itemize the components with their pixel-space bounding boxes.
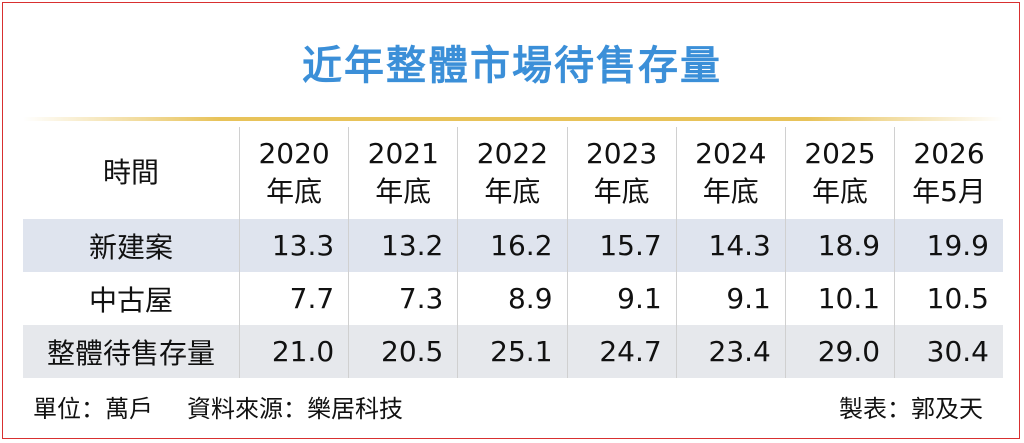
cell: 16.2 — [457, 219, 568, 272]
cell: 29.0 — [784, 325, 895, 378]
table-row: 中古屋 7.7 7.3 8.9 9.1 9.1 10.1 10.5 — [23, 272, 1003, 325]
cell: 15.7 — [566, 219, 677, 272]
footer-left: 單位：萬戶 資料來源：樂居科技 — [33, 389, 403, 424]
header-period: 年底 — [375, 175, 432, 208]
cell: 13.2 — [348, 219, 458, 272]
header-year: 2024 — [695, 137, 767, 170]
header-cell: 2026 年5月 — [894, 127, 1003, 219]
cell: 18.9 — [784, 219, 895, 272]
header-cell: 2025 年底 — [784, 127, 895, 219]
row-label: 中古屋 — [88, 283, 173, 317]
cell: 25.1 — [457, 325, 568, 378]
header-cell: 2021 年底 — [348, 127, 458, 219]
header-year: 2026 — [913, 137, 985, 170]
header-row: 時間 2020 年底 2021 年底 2022 年底 2023 年底 2024 年底 2025 年底 2… — [23, 127, 1003, 219]
header-period: 年底 — [484, 175, 541, 208]
header-year: 2022 — [476, 137, 549, 170]
cell: 20.5 — [348, 325, 458, 378]
divider — [23, 117, 1003, 121]
cell: 7.3 — [348, 272, 458, 325]
header-period: 年底 — [811, 175, 868, 208]
header-period: 年5月 — [912, 175, 986, 208]
cell: 8.9 — [457, 272, 568, 325]
header-label: 時間 — [102, 156, 159, 189]
table: 時間 2020 年底 2021 年底 2022 年底 2023 年底 2024 年底 2025 年底 2… — [23, 127, 1003, 378]
cell: 13.3 — [238, 219, 349, 272]
cell: 9.1 — [675, 272, 786, 325]
cell: 21.0 — [238, 325, 349, 378]
unit: 單位：萬戶 — [33, 395, 153, 423]
header-year: 2021 — [367, 137, 439, 170]
cell: 24.7 — [566, 325, 677, 378]
cell: 7.7 — [238, 272, 349, 325]
cell: 19.9 — [894, 219, 1003, 272]
header-cell: 2020 年底 — [238, 127, 349, 219]
cell: 10.5 — [894, 272, 1003, 325]
header-cell: 2022 年底 — [457, 127, 568, 219]
row-label: 整體待售存量 — [46, 336, 215, 370]
header-period: 年底 — [266, 175, 323, 208]
header-year: 2023 — [585, 137, 658, 170]
header-cell: 2024 年底 — [675, 127, 786, 219]
header-period: 年底 — [593, 175, 650, 208]
table-body: 新建案 13.3 13.2 16.2 15.7 14.3 18.9 19.9 中古屋 7.7 7.3… — [23, 219, 1003, 378]
table-row: 整體待售存量 21.0 20.5 25.1 24.7 23.4 29.0 30.4 — [23, 325, 1003, 378]
cell: 30.4 — [894, 325, 1003, 378]
cell: 9.1 — [566, 272, 677, 325]
table-row: 新建案 13.3 13.2 16.2 15.7 14.3 18.9 19.9 — [23, 219, 1003, 272]
header-period: 年底 — [702, 175, 759, 208]
row-label: 新建案 — [88, 230, 173, 264]
credit: 製表：郭及天 — [839, 395, 983, 423]
cell: 10.1 — [784, 272, 895, 325]
cell: 23.4 — [675, 325, 786, 378]
source: 資料來源：樂居科技 — [187, 395, 403, 423]
header-cell: 2023 年底 — [566, 127, 677, 219]
header-year: 2020 — [258, 137, 330, 170]
header-year: 2025 — [804, 137, 876, 170]
title: 近年整體市場待售存量 — [302, 43, 722, 89]
cell: 14.3 — [675, 219, 786, 272]
